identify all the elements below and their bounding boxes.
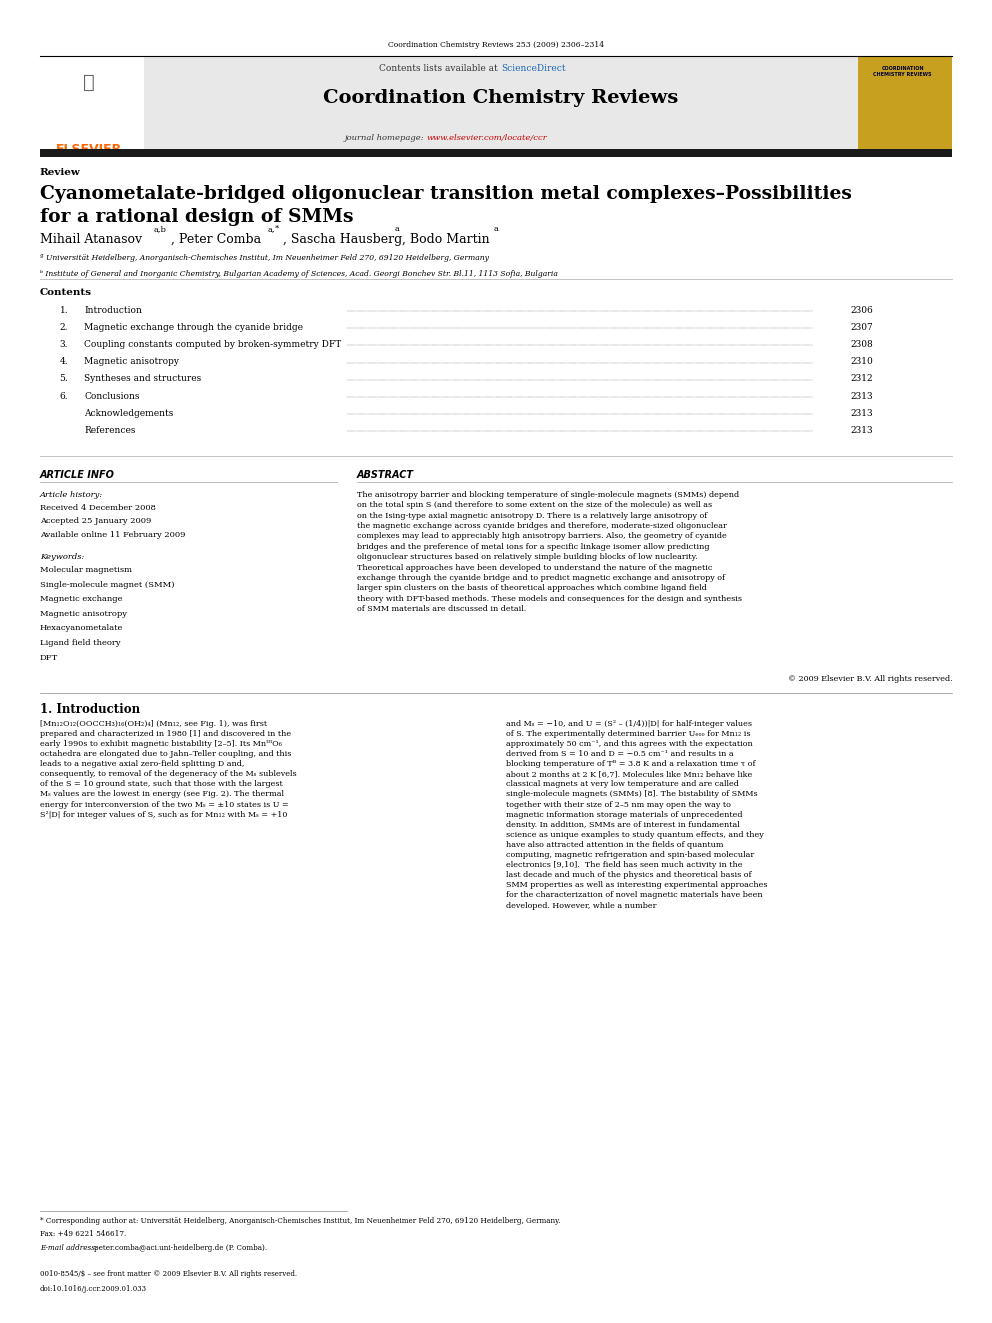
Text: Acknowledgements: Acknowledgements xyxy=(84,409,174,418)
Text: Available online 11 February 2009: Available online 11 February 2009 xyxy=(40,531,186,538)
Text: www.elsevier.com/locate/ccr: www.elsevier.com/locate/ccr xyxy=(427,134,548,142)
Text: journal homepage:: journal homepage: xyxy=(344,134,427,142)
Text: 2313: 2313 xyxy=(850,409,873,418)
Text: Article history:: Article history: xyxy=(40,491,103,499)
Text: 🌳: 🌳 xyxy=(83,73,95,91)
Text: Contents: Contents xyxy=(40,288,91,298)
Text: Molecular magnetism: Molecular magnetism xyxy=(40,566,132,574)
Text: Mihail Atanasov: Mihail Atanasov xyxy=(40,233,142,246)
Text: 2306: 2306 xyxy=(850,306,873,315)
Bar xyxy=(40,149,952,157)
Bar xyxy=(40,56,144,152)
Text: a,b: a,b xyxy=(154,225,167,233)
Text: © 2009 Elsevier B.V. All rights reserved.: © 2009 Elsevier B.V. All rights reserved… xyxy=(788,675,952,683)
Text: Magnetic exchange: Magnetic exchange xyxy=(40,595,122,603)
Text: a,: a, xyxy=(268,225,276,233)
Text: peter.comba@aci.uni-heidelberg.de (P. Comba).: peter.comba@aci.uni-heidelberg.de (P. Co… xyxy=(94,1244,268,1252)
Text: References: References xyxy=(84,426,136,435)
Text: *: * xyxy=(275,225,279,233)
Text: 2313: 2313 xyxy=(850,392,873,401)
Text: Conclusions: Conclusions xyxy=(84,392,140,401)
Text: 4.: 4. xyxy=(60,357,68,366)
Text: Single-molecule magnet (SMM): Single-molecule magnet (SMM) xyxy=(40,581,175,589)
Text: 2.: 2. xyxy=(60,323,68,332)
Text: Cyanometalate-bridged oligonuclear transition metal complexes–Possibilities: Cyanometalate-bridged oligonuclear trans… xyxy=(40,185,851,204)
Text: E-mail address:: E-mail address: xyxy=(40,1244,99,1252)
Text: Keywords:: Keywords: xyxy=(40,553,84,561)
Text: 2310: 2310 xyxy=(850,357,873,366)
Text: , Sascha Hausberg: , Sascha Hausberg xyxy=(283,233,402,246)
Text: for a rational design of SMMs: for a rational design of SMMs xyxy=(40,208,353,226)
Text: * Corresponding author at: Universität Heidelberg, Anorganisch-Chemisches Instit: * Corresponding author at: Universität H… xyxy=(40,1217,560,1225)
Text: 2307: 2307 xyxy=(850,323,873,332)
Text: 2308: 2308 xyxy=(850,340,873,349)
Text: DFT: DFT xyxy=(40,654,58,662)
Text: Coordination Chemistry Reviews: Coordination Chemistry Reviews xyxy=(323,89,679,107)
Text: Hexacyanometalate: Hexacyanometalate xyxy=(40,624,123,632)
Text: ABSTRACT: ABSTRACT xyxy=(357,470,414,480)
Text: ª Universität Heidelberg, Anorganisch-Chemisches Institut, Im Neuenheimer Feld 2: ª Universität Heidelberg, Anorganisch-Ch… xyxy=(40,254,488,262)
Text: , Peter Comba: , Peter Comba xyxy=(171,233,261,246)
Text: 1. Introduction: 1. Introduction xyxy=(40,703,140,716)
Text: Coupling constants computed by broken-symmetry DFT: Coupling constants computed by broken-sy… xyxy=(84,340,341,349)
Text: 1.: 1. xyxy=(60,306,68,315)
Text: 3.: 3. xyxy=(60,340,68,349)
Text: ᵇ Institute of General and Inorganic Chemistry, Bulgarian Academy of Sciences, A: ᵇ Institute of General and Inorganic Che… xyxy=(40,270,558,278)
Text: Accepted 25 January 2009: Accepted 25 January 2009 xyxy=(40,517,151,525)
Bar xyxy=(858,56,952,152)
Text: Review: Review xyxy=(40,168,80,177)
Text: Syntheses and structures: Syntheses and structures xyxy=(84,374,201,384)
Text: Magnetic exchange through the cyanide bridge: Magnetic exchange through the cyanide br… xyxy=(84,323,304,332)
Text: Magnetic anisotropy: Magnetic anisotropy xyxy=(84,357,180,366)
Text: 2313: 2313 xyxy=(850,426,873,435)
Text: COORDINATION
CHEMISTRY REVIEWS: COORDINATION CHEMISTRY REVIEWS xyxy=(874,66,931,77)
Text: , Bodo Martin: , Bodo Martin xyxy=(402,233,489,246)
Text: ARTICLE INFO: ARTICLE INFO xyxy=(40,470,114,480)
Text: and Mₛ = −10, and U = (S² – (1/4))|D| for half-integer values
of S. The experime: and Mₛ = −10, and U = (S² – (1/4))|D| fo… xyxy=(506,720,768,909)
Text: doi:10.1016/j.ccr.2009.01.033: doi:10.1016/j.ccr.2009.01.033 xyxy=(40,1285,147,1293)
Text: ELSEVIER: ELSEVIER xyxy=(57,143,122,156)
Text: [Mn₁₂O₁₂(OOCCH₃)₁₆(OH₂)₄] (Mn₁₂, see Fig. 1), was first
prepared and characteriz: [Mn₁₂O₁₂(OOCCH₃)₁₆(OH₂)₄] (Mn₁₂, see Fig… xyxy=(40,720,297,819)
Text: Ligand field theory: Ligand field theory xyxy=(40,639,120,647)
Text: The anisotropy barrier and blocking temperature of single-molecule magnets (SMMs: The anisotropy barrier and blocking temp… xyxy=(357,491,742,614)
Text: 0010-8545/$ – see front matter © 2009 Elsevier B.V. All rights reserved.: 0010-8545/$ – see front matter © 2009 El… xyxy=(40,1270,297,1278)
Text: 2312: 2312 xyxy=(850,374,873,384)
Text: 6.: 6. xyxy=(60,392,68,401)
Text: a: a xyxy=(395,225,400,233)
Text: 5.: 5. xyxy=(60,374,68,384)
Text: Coordination Chemistry Reviews 253 (2009) 2306–2314: Coordination Chemistry Reviews 253 (2009… xyxy=(388,41,604,49)
Text: ScienceDirect: ScienceDirect xyxy=(501,64,565,73)
Bar xyxy=(144,56,858,152)
Text: a: a xyxy=(494,225,499,233)
Text: Received 4 December 2008: Received 4 December 2008 xyxy=(40,504,156,512)
Text: Magnetic anisotropy: Magnetic anisotropy xyxy=(40,610,127,618)
Text: Fax: +49 6221 546617.: Fax: +49 6221 546617. xyxy=(40,1230,126,1238)
Text: Contents lists available at: Contents lists available at xyxy=(379,64,501,73)
Text: Introduction: Introduction xyxy=(84,306,142,315)
